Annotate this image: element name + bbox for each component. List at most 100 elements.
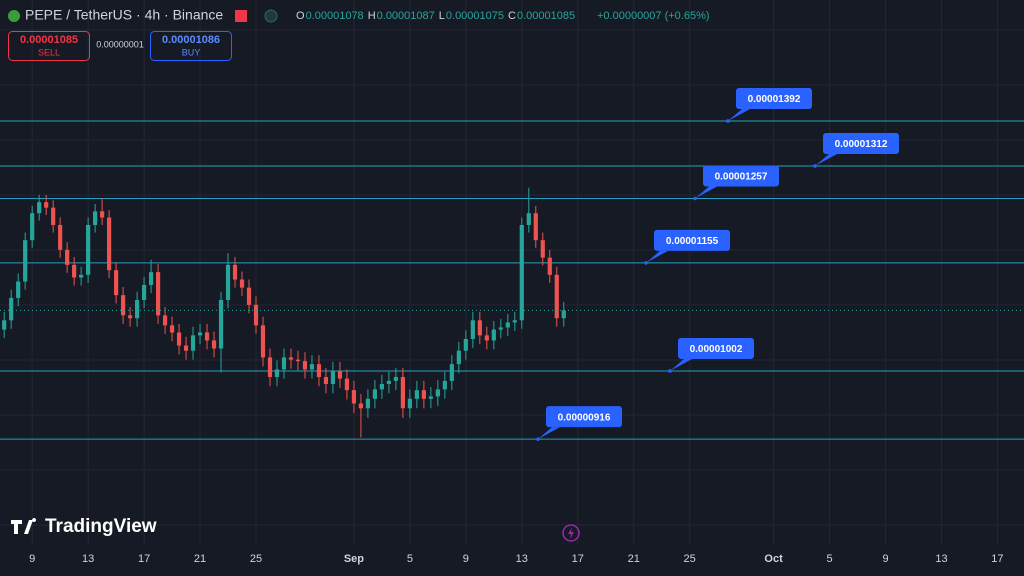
candle-body [442, 380, 447, 390]
candle-body [281, 357, 287, 370]
sell-label[interactable]: SELL [38, 47, 60, 57]
level-label-box [678, 337, 754, 359]
candle-body [232, 264, 238, 280]
candle-body [204, 332, 210, 341]
candle-body [372, 389, 378, 399]
level-label: 0.00001392 [748, 94, 801, 105]
candle-body [547, 257, 552, 275]
candle-body [211, 340, 217, 349]
candle-body [309, 364, 315, 370]
candle-body [498, 327, 503, 330]
symbol-icon [8, 10, 20, 22]
level-label: 0.00001312 [835, 139, 888, 150]
x-tick-label: 13 [935, 553, 947, 565]
candle-body [128, 315, 133, 319]
candle-body [519, 224, 524, 321]
x-tick-label: 21 [194, 553, 206, 565]
candle-body [302, 361, 308, 370]
candle-body [393, 377, 398, 381]
level-anchor [813, 164, 817, 168]
change: +0.00000007 (+0.65%) [597, 10, 710, 22]
ohlc: O 0.00001078 H 0.00001087 L 0.00001075 C 0.0000… [296, 10, 575, 22]
x-tick-label: 9 [29, 553, 35, 565]
brand-logo [11, 518, 37, 534]
status-icon [264, 9, 278, 23]
candle-body [148, 272, 154, 285]
brand-name: TradingView [45, 516, 157, 537]
sell-price[interactable]: 0.00001085 [20, 34, 78, 46]
candle-body [190, 335, 196, 351]
candle-body [155, 272, 161, 316]
candle-body [169, 325, 175, 333]
candle-body [512, 320, 517, 323]
x-tick-label: 25 [684, 553, 696, 565]
level-label: 0.00001155 [666, 236, 719, 247]
candle-body [30, 213, 35, 241]
level-label: 0.00001257 [715, 172, 768, 183]
candle-body [176, 332, 182, 346]
ohlc-key: L [439, 10, 445, 22]
candle-body [183, 345, 189, 351]
x-tick-label: 13 [82, 553, 94, 565]
candle-body [484, 335, 489, 341]
symbol-title: PEPE / TetherUS · 4h · Binance [25, 7, 223, 23]
candle-body [414, 390, 419, 399]
buy-label[interactable]: BUY [182, 47, 201, 57]
candle-body [93, 211, 98, 225]
candle-body [2, 320, 7, 330]
level-anchor [536, 437, 540, 441]
x-tick-label: 5 [826, 553, 832, 565]
ohlc-value: 0.00001087 [377, 10, 435, 22]
ohlc-key: C [508, 10, 516, 22]
candle-body [379, 383, 384, 390]
candle-body [351, 390, 357, 404]
candle-body [239, 279, 245, 288]
candle-body [449, 364, 454, 381]
x-tick-label: 17 [991, 553, 1003, 565]
candle-body [386, 380, 391, 384]
level-label: 0.00000916 [558, 412, 611, 423]
level-label-box [736, 87, 812, 109]
level-callout [728, 108, 750, 121]
candle-body [23, 240, 28, 282]
x-tick-label: 21 [628, 553, 640, 565]
candle-body [463, 338, 468, 351]
x-tick-label: 5 [407, 553, 413, 565]
candle-body [561, 310, 566, 319]
x-tick-label: 9 [463, 553, 469, 565]
candle-body [100, 211, 105, 218]
candle-body [51, 207, 56, 225]
candle-body [540, 240, 545, 258]
candle-body [337, 370, 343, 379]
level-callout [538, 427, 560, 440]
spread: 0.00000001 [96, 39, 144, 49]
candle-body [58, 224, 63, 250]
level-callout [670, 358, 692, 371]
alert-icon[interactable] [562, 524, 580, 542]
level-label-box [654, 229, 730, 251]
buy-price[interactable]: 0.00001086 [162, 34, 220, 46]
level-anchor [693, 196, 697, 201]
candle-body [407, 398, 412, 409]
flag-icon [235, 10, 247, 22]
candle-body [225, 264, 231, 300]
candle-body [435, 389, 440, 397]
sell-button[interactable] [8, 31, 90, 61]
ohlc-value: 0.00001078 [306, 10, 364, 22]
candle-body [114, 270, 119, 296]
level-callout [646, 250, 668, 263]
level-label-box [546, 406, 622, 428]
candle-body [16, 281, 21, 298]
candle-body [554, 274, 559, 319]
level-label-box [703, 165, 779, 187]
candle-body [316, 364, 322, 378]
buy-button[interactable] [150, 31, 232, 61]
level-callout [815, 153, 837, 166]
candle-body [400, 377, 405, 409]
candle-body [323, 377, 329, 384]
candle-body [107, 217, 112, 271]
candle-body [162, 315, 168, 326]
candle-body [86, 224, 91, 275]
